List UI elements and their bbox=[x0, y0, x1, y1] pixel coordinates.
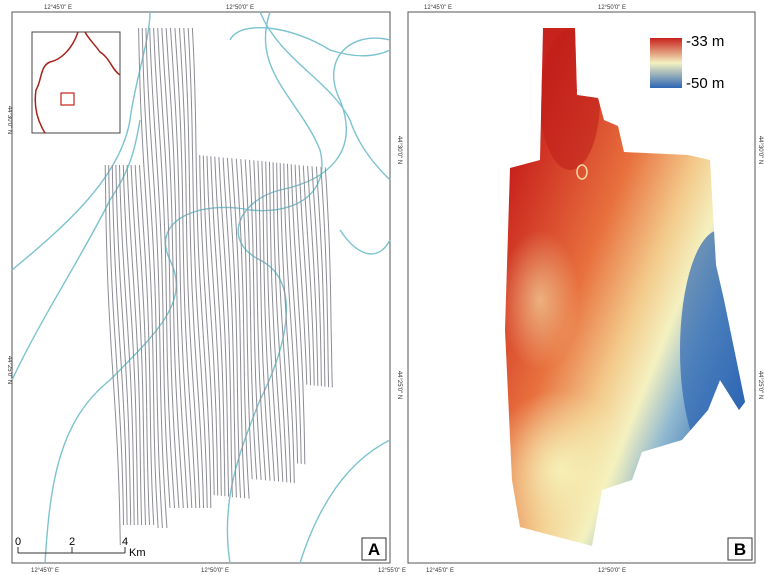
survey-line bbox=[320, 167, 330, 388]
survey-line bbox=[302, 165, 315, 386]
contour bbox=[299, 439, 391, 564]
lon-label: 12°55'0" E bbox=[378, 568, 406, 574]
survey-line bbox=[235, 158, 250, 499]
survey-line bbox=[265, 161, 280, 482]
survey-lines bbox=[104, 27, 333, 546]
mound bbox=[576, 164, 588, 180]
lon-label: 12°50'0" E bbox=[201, 568, 229, 574]
legend-min: -50 m bbox=[686, 75, 724, 92]
survey-line bbox=[153, 27, 175, 509]
survey-line bbox=[126, 164, 143, 526]
contour bbox=[11, 11, 151, 271]
survey-line bbox=[210, 156, 226, 497]
scale-unit: Km bbox=[129, 547, 146, 559]
survey-line bbox=[104, 164, 121, 546]
shallow-patch bbox=[505, 390, 635, 546]
survey-line bbox=[183, 27, 204, 509]
lon-label: 12°45'0" E bbox=[424, 5, 452, 11]
lat-label: 44°30'0" N bbox=[396, 136, 402, 164]
survey-line bbox=[240, 159, 253, 480]
lon-label: 12°45'0" E bbox=[31, 568, 59, 574]
survey-line bbox=[315, 166, 326, 387]
survey-line bbox=[187, 27, 208, 509]
legend-gradient bbox=[650, 38, 682, 88]
survey-line bbox=[324, 167, 333, 388]
panel-label: B bbox=[734, 540, 746, 559]
survey-line bbox=[165, 27, 189, 509]
survey-line bbox=[276, 162, 292, 483]
scale-label: 0 bbox=[15, 536, 21, 548]
scale-label: 2 bbox=[69, 536, 75, 548]
shallow-patch bbox=[505, 230, 580, 370]
survey-line bbox=[294, 164, 308, 385]
survey-line bbox=[257, 160, 271, 481]
survey-line bbox=[139, 164, 155, 526]
lat-label: 44°25'0" N bbox=[757, 371, 763, 399]
legend-max: -33 m bbox=[686, 33, 724, 50]
survey-line bbox=[307, 165, 319, 386]
survey-line bbox=[178, 27, 201, 509]
survey-line bbox=[174, 27, 197, 509]
lon-label: 12°45'0" E bbox=[426, 568, 454, 574]
survey-line bbox=[298, 165, 312, 386]
contour bbox=[229, 27, 391, 57]
survey-line bbox=[226, 157, 241, 498]
survey-line bbox=[283, 163, 299, 464]
survey-line bbox=[202, 155, 219, 496]
survey-line bbox=[249, 159, 262, 480]
lon-label: 12°45'0" E bbox=[44, 5, 72, 11]
inset-map bbox=[31, 31, 121, 134]
lon-label: 12°50'0" E bbox=[598, 5, 626, 11]
inset-area-marker bbox=[60, 92, 75, 106]
survey-line bbox=[206, 155, 222, 496]
survey-line bbox=[122, 164, 139, 526]
lat-label: 44°25'0" N bbox=[6, 356, 12, 384]
panel-label-box bbox=[727, 537, 753, 561]
survey-line bbox=[138, 27, 159, 529]
survey-line bbox=[269, 161, 284, 482]
survey-line bbox=[231, 158, 246, 499]
survey-line bbox=[218, 157, 233, 498]
contour bbox=[339, 229, 391, 255]
survey-line bbox=[311, 166, 322, 387]
survey-line bbox=[119, 164, 135, 526]
survey-line bbox=[115, 164, 132, 526]
survey-line bbox=[279, 163, 295, 484]
survey-line bbox=[191, 27, 212, 509]
lat-label: 44°30'0" N bbox=[6, 106, 12, 134]
survey-line bbox=[157, 27, 180, 509]
contour bbox=[259, 11, 391, 181]
survey-line bbox=[141, 27, 163, 529]
survey-line bbox=[134, 164, 150, 526]
survey-line bbox=[145, 27, 168, 529]
survey-line bbox=[290, 164, 306, 465]
survey-line bbox=[244, 159, 258, 480]
survey-line bbox=[170, 27, 193, 509]
lat-label: 44°30'0" N bbox=[757, 136, 763, 164]
inset-coastline bbox=[34, 31, 121, 134]
survey-line bbox=[111, 164, 128, 526]
survey-line bbox=[214, 156, 230, 497]
panel-label: A bbox=[368, 540, 380, 559]
contour bbox=[44, 11, 323, 564]
survey-line bbox=[261, 161, 275, 482]
survey-line bbox=[130, 164, 146, 526]
lon-label: 12°50'0" E bbox=[226, 5, 254, 11]
scale-label: 4 bbox=[122, 536, 128, 548]
survey-line bbox=[272, 162, 288, 483]
survey-line bbox=[108, 164, 124, 526]
survey-line bbox=[199, 155, 215, 496]
survey-line bbox=[287, 163, 302, 464]
panel-label-box bbox=[361, 537, 387, 561]
survey-line bbox=[253, 160, 267, 481]
contours bbox=[11, 11, 391, 564]
lon-label: 12°50'0" E bbox=[598, 568, 626, 574]
survey-line bbox=[149, 27, 171, 509]
survey-line bbox=[222, 157, 237, 498]
contour bbox=[11, 119, 141, 381]
survey-line bbox=[161, 27, 184, 509]
lat-label: 44°25'0" N bbox=[396, 371, 402, 399]
